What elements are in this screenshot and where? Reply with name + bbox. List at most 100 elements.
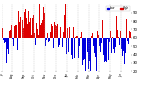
Bar: [48, 38, 49, 42]
Bar: [18, 11, 19, 38]
Bar: [121, 38, 122, 50]
Bar: [50, 32, 51, 38]
Bar: [16, 30, 17, 38]
Legend: Low, High: Low, High: [106, 6, 130, 11]
Bar: [120, 38, 121, 47]
Bar: [8, 38, 9, 54]
Bar: [114, 38, 115, 53]
Bar: [52, 26, 53, 38]
Bar: [110, 31, 111, 38]
Bar: [93, 38, 94, 46]
Bar: [23, 28, 24, 38]
Bar: [44, 13, 45, 38]
Bar: [109, 38, 110, 42]
Bar: [51, 24, 52, 38]
Bar: [115, 38, 116, 47]
Bar: [89, 38, 90, 61]
Bar: [2, 28, 3, 38]
Bar: [66, 38, 67, 54]
Bar: [92, 33, 93, 38]
Bar: [39, 4, 40, 38]
Bar: [37, 29, 38, 38]
Bar: [98, 35, 99, 38]
Bar: [64, 15, 65, 38]
Bar: [128, 38, 129, 44]
Bar: [105, 38, 106, 61]
Bar: [4, 38, 5, 43]
Bar: [79, 38, 80, 46]
Bar: [24, 12, 25, 38]
Bar: [95, 38, 96, 57]
Bar: [76, 28, 77, 38]
Bar: [90, 38, 91, 71]
Bar: [47, 33, 48, 38]
Bar: [83, 38, 84, 60]
Bar: [38, 35, 39, 38]
Bar: [43, 38, 44, 42]
Bar: [25, 9, 26, 38]
Bar: [20, 17, 21, 38]
Bar: [42, 19, 43, 38]
Bar: [125, 38, 126, 45]
Bar: [101, 38, 102, 43]
Bar: [106, 38, 107, 62]
Bar: [127, 38, 128, 41]
Bar: [15, 38, 16, 49]
Bar: [22, 20, 23, 38]
Bar: [55, 25, 56, 38]
Bar: [6, 38, 7, 63]
Bar: [111, 38, 112, 53]
Bar: [45, 38, 46, 46]
Bar: [62, 38, 63, 47]
Bar: [13, 38, 14, 46]
Bar: [78, 38, 79, 58]
Bar: [10, 30, 11, 38]
Bar: [84, 38, 85, 59]
Bar: [56, 26, 57, 38]
Bar: [82, 38, 83, 65]
Bar: [74, 38, 75, 58]
Bar: [117, 30, 118, 38]
Bar: [53, 38, 54, 48]
Bar: [126, 19, 127, 38]
Bar: [34, 33, 35, 38]
Bar: [97, 31, 98, 38]
Bar: [11, 25, 12, 38]
Bar: [68, 38, 69, 52]
Bar: [108, 38, 109, 60]
Bar: [14, 26, 15, 38]
Bar: [35, 38, 36, 45]
Bar: [7, 38, 8, 49]
Bar: [19, 21, 20, 38]
Bar: [36, 23, 37, 38]
Bar: [99, 38, 100, 46]
Bar: [63, 32, 64, 38]
Bar: [17, 38, 18, 50]
Bar: [59, 15, 60, 38]
Bar: [9, 31, 10, 38]
Bar: [107, 38, 108, 39]
Bar: [60, 21, 61, 38]
Bar: [30, 18, 31, 38]
Bar: [100, 38, 101, 52]
Bar: [69, 27, 70, 38]
Bar: [72, 38, 73, 59]
Bar: [65, 28, 66, 38]
Bar: [112, 37, 113, 38]
Bar: [46, 38, 47, 40]
Bar: [75, 36, 76, 38]
Bar: [103, 38, 104, 55]
Bar: [113, 38, 114, 49]
Bar: [124, 38, 125, 64]
Bar: [130, 38, 131, 40]
Bar: [91, 36, 92, 38]
Bar: [29, 22, 30, 38]
Bar: [58, 38, 59, 47]
Bar: [54, 22, 55, 38]
Bar: [85, 38, 86, 71]
Bar: [96, 38, 97, 71]
Bar: [104, 38, 105, 62]
Bar: [12, 38, 13, 39]
Bar: [26, 18, 27, 38]
Bar: [71, 38, 72, 55]
